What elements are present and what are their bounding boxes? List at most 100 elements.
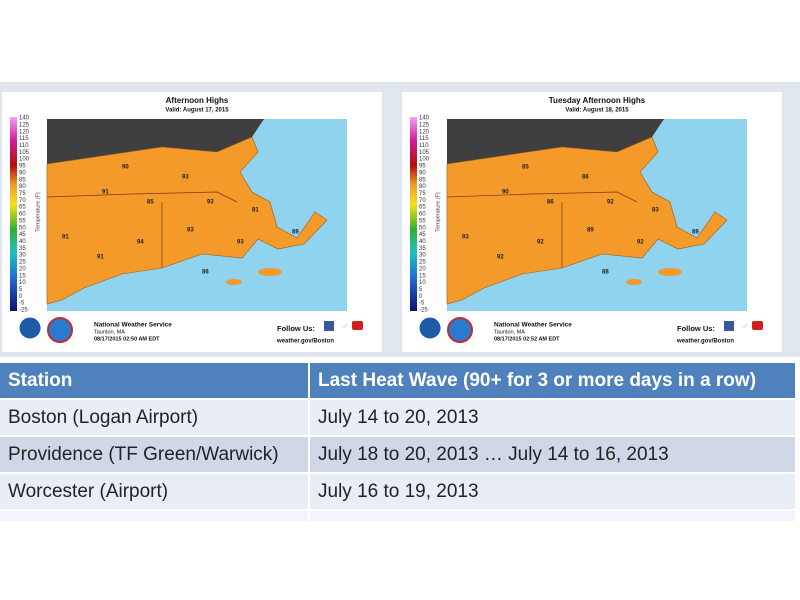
scale-tick-label: 100 xyxy=(419,157,430,163)
map-valid: Valid: August 17, 2015 xyxy=(165,108,229,114)
land xyxy=(446,136,728,305)
heat-wave-table: Station Last Heat Wave (90+ for 3 or mor… xyxy=(0,363,797,521)
scale-tick-label: 75 xyxy=(19,191,26,197)
nws-logo xyxy=(47,317,73,343)
temperature-label: 86 xyxy=(547,200,554,206)
temperature-label: 93 xyxy=(237,240,244,246)
temperature-label: 90 xyxy=(502,190,509,196)
scale-tick-label: 120 xyxy=(419,129,430,135)
scale-tick-label: 50 xyxy=(19,225,26,231)
island xyxy=(258,268,282,276)
agency: National Weather Service xyxy=(94,322,172,329)
temperature-label: 86 xyxy=(202,270,209,276)
temperature-label: 92 xyxy=(607,200,614,206)
map-image: 1401251201151101051009590858075706560555… xyxy=(10,96,363,345)
scale-tick-label: 35 xyxy=(19,246,26,252)
outside-land xyxy=(47,119,264,164)
youtube-icon[interactable] xyxy=(352,321,363,330)
facebook-icon[interactable] xyxy=(324,321,334,331)
temperature-label: 92 xyxy=(637,240,644,246)
twitter-icon[interactable] xyxy=(338,322,348,329)
scale-label: Temperature (F) xyxy=(435,192,441,232)
temperature-label: 86 xyxy=(582,175,589,181)
twitter-icon[interactable] xyxy=(738,322,748,329)
youtube-icon[interactable] xyxy=(752,321,763,330)
table-cell: July 16 to 19, 2013 xyxy=(309,472,797,510)
header-cell: Last Heat Wave (90+ for 3 or more days i… xyxy=(309,363,797,399)
scale-tick-label: 45 xyxy=(19,232,26,238)
table-cell: Boston (Logan Airport) xyxy=(0,398,310,436)
scale-tick-label: 110 xyxy=(19,143,29,149)
scale-tick-label: 105 xyxy=(19,150,30,156)
scale-tick-label: 10 xyxy=(19,280,26,286)
island xyxy=(226,279,242,285)
temperature-label: 89 xyxy=(692,230,699,236)
scale-tick-label: 115 xyxy=(419,136,429,142)
scale-tick-label: 90 xyxy=(19,170,26,176)
scale-tick-label: 5 xyxy=(419,287,423,293)
scale-tick-label: 70 xyxy=(419,198,426,204)
scale-tick-label: -25 xyxy=(19,308,28,314)
issued: 08/17/2015 02:50 AM EDT xyxy=(94,336,160,342)
scale-tick-label: 85 xyxy=(419,177,426,183)
scale-tick-label: 60 xyxy=(19,212,26,218)
temperature-label: 93 xyxy=(182,175,189,181)
color-scale xyxy=(410,117,417,311)
scale-tick-label: 45 xyxy=(419,232,426,238)
table-body: Boston (Logan Airport) July 14 to 20, 201… xyxy=(0,398,797,521)
scale-tick-label: 10 xyxy=(419,280,426,286)
header-row: Station Last Heat Wave (90+ for 3 or mor… xyxy=(0,363,797,399)
map-panel: 140 125 120 115 110 105 100 95 90 85 80 75 70 65 60 55 5… xyxy=(2,92,382,352)
scale-tick-label: 75 xyxy=(419,191,426,197)
scale-tick-label: -5 xyxy=(19,301,25,307)
scale-tick-label: 80 xyxy=(419,184,426,190)
scale-tick-label: 105 xyxy=(419,150,430,156)
scale-tick-label: 40 xyxy=(19,239,26,245)
scale-tick-label: 90 xyxy=(419,170,426,176)
temperature-label: 85 xyxy=(147,200,154,206)
temperature-label: 93 xyxy=(187,228,194,234)
facebook-icon[interactable] xyxy=(724,321,734,331)
island xyxy=(626,279,642,285)
border xyxy=(46,191,238,203)
temperature-label: 91 xyxy=(102,190,109,196)
url: weather.gov/Boston xyxy=(276,339,334,345)
scale-tick-label: 95 xyxy=(19,164,26,170)
temperature-label: 91 xyxy=(97,255,104,261)
scale-tick-label: -25 xyxy=(419,308,428,314)
scale-tick-label: 70 xyxy=(19,198,26,204)
scale-tick-label: 0 xyxy=(19,294,23,300)
map-title: Tuesday Afternoon Highs xyxy=(549,96,646,105)
scale-tick-label: 85 xyxy=(19,177,26,183)
scale-tick-label: -5 xyxy=(419,301,425,307)
follow-us: Follow Us: xyxy=(677,324,715,333)
scale-tick-label: 15 xyxy=(19,273,26,279)
temperature-label: 81 xyxy=(252,208,259,214)
scale-tick-label: 100 xyxy=(19,157,30,163)
temperature-label: 93 xyxy=(207,200,214,206)
scale-tick-label: 65 xyxy=(19,205,26,211)
scale-tick-label: 55 xyxy=(19,218,26,224)
temperature-label: 89 xyxy=(587,228,594,234)
scale-tick-label: 20 xyxy=(19,266,26,272)
scale-tick-label: 60 xyxy=(419,212,426,218)
island xyxy=(658,268,682,276)
color-scale xyxy=(10,117,17,311)
temperature-label: 91 xyxy=(62,235,69,241)
table-row: Worcester (Airport) July 16 to 19, 2013 xyxy=(0,472,797,510)
scale-tick-label: 115 xyxy=(19,136,29,142)
office: Taunton, MA xyxy=(94,329,125,335)
table-cell: Worcester (Airport) xyxy=(0,472,310,510)
temperature-label: 85 xyxy=(522,165,529,171)
scale-tick-label: 15 xyxy=(419,273,426,279)
scale-tick-label: 95 xyxy=(419,164,426,170)
table-row: Boston (Logan Airport) July 14 to 20, 201… xyxy=(0,398,797,436)
table-row-cut xyxy=(0,509,797,521)
scale-tick-label: 0 xyxy=(419,294,423,300)
office: Taunton, MA xyxy=(494,329,525,335)
url: weather.gov/Boston xyxy=(676,339,734,345)
scale-tick-label: 40 xyxy=(419,239,426,245)
scale-tick-label: 50 xyxy=(419,225,426,231)
issued: 08/17/2015 02:52 AM EDT xyxy=(494,336,560,342)
